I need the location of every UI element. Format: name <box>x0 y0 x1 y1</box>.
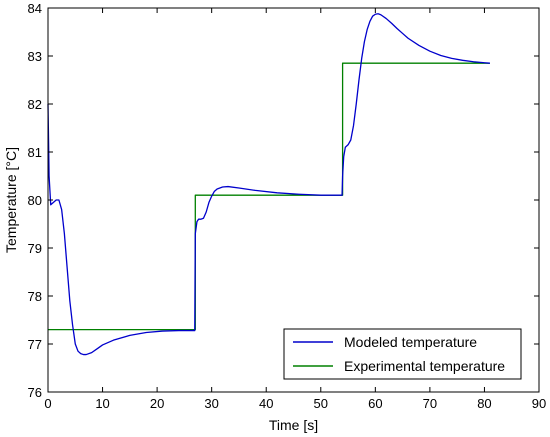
legend: Modeled temperature Experimental tempera… <box>283 328 522 380</box>
plot-background <box>48 8 539 392</box>
y-axis-label: Temperature [°C] <box>3 147 19 253</box>
x-tick-label: 80 <box>477 396 491 411</box>
ticks-layer: 0 10 20 30 40 50 60 70 80 90 76 77 78 79 80 81 82 83 84 <box>28 1 547 411</box>
x-tick-label: 90 <box>532 396 546 411</box>
x-tick-label: 50 <box>314 396 328 411</box>
x-tick-label: 40 <box>259 396 273 411</box>
y-tick-label: 80 <box>28 193 42 208</box>
y-tick-label: 81 <box>28 145 42 160</box>
plot-frame <box>47 7 540 393</box>
legend-label-experimental: Experimental temperature <box>344 358 505 374</box>
y-tick-label: 83 <box>28 49 42 64</box>
y-tick-label: 77 <box>28 337 42 352</box>
y-tick-label: 79 <box>28 241 42 256</box>
x-tick-label: 20 <box>150 396 164 411</box>
x-tick-label: 30 <box>204 396 218 411</box>
x-tick-label: 10 <box>95 396 109 411</box>
y-tick-label: 78 <box>28 289 42 304</box>
x-axis-label: Time [s] <box>269 417 318 433</box>
series-line-experimental <box>48 62 490 331</box>
legend-box <box>283 328 522 380</box>
y-tick-label: 76 <box>28 385 42 400</box>
y-tick-label: 82 <box>28 97 42 112</box>
series-line-modeled <box>47 13 490 356</box>
y-tick-label: 84 <box>28 1 42 16</box>
x-tick-label: 60 <box>368 396 382 411</box>
legend-label-modeled: Modeled temperature <box>344 334 477 350</box>
x-tick-label: 0 <box>44 396 51 411</box>
series-layer <box>47 13 490 356</box>
x-tick-label: 70 <box>423 396 437 411</box>
